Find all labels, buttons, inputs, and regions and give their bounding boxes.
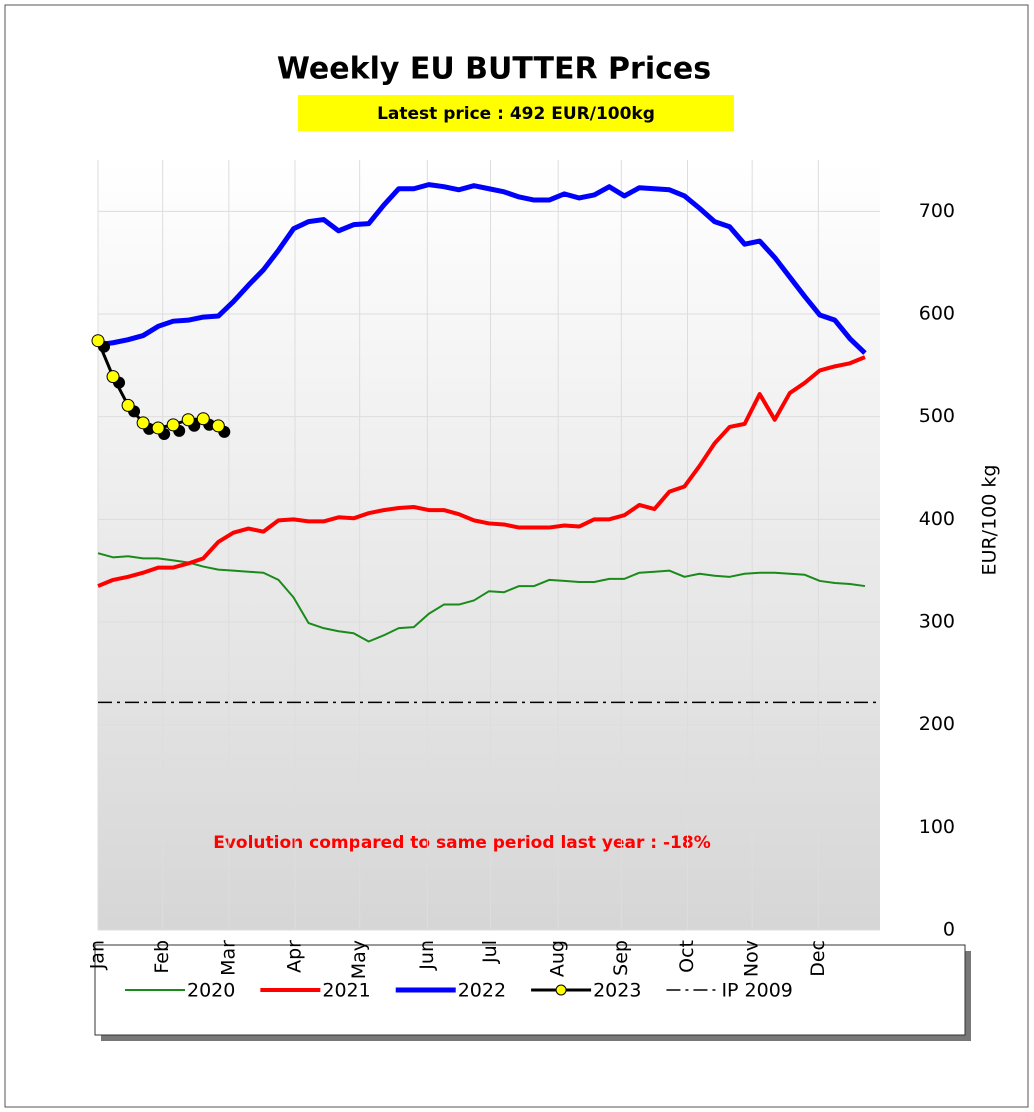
marker xyxy=(196,412,210,426)
x-tick-label: Jul xyxy=(479,940,501,964)
marker xyxy=(151,421,165,435)
marker xyxy=(91,334,105,348)
x-tick-label: Sep xyxy=(610,940,632,976)
y-tick-label: 300 xyxy=(919,611,955,633)
x-tick-label: Nov xyxy=(741,940,763,977)
y-tick-label: 600 xyxy=(919,303,955,325)
legend-label: IP 2009 xyxy=(721,980,792,1002)
marker xyxy=(181,413,195,427)
y-tick-label: 0 xyxy=(943,919,955,941)
x-tick-label: Feb xyxy=(151,940,173,974)
legend xyxy=(94,944,966,1036)
marker xyxy=(166,418,180,432)
marker xyxy=(211,419,225,433)
series-line xyxy=(97,552,866,643)
y-tick-label: 500 xyxy=(919,405,955,427)
annotation: Evolution compared to same period last y… xyxy=(213,833,711,853)
chart-title: Weekly EU BUTTER Prices xyxy=(277,52,711,87)
marker xyxy=(136,416,150,430)
x-tick-label: Dec xyxy=(807,940,829,977)
legend-label: 2023 xyxy=(593,980,641,1002)
marker xyxy=(106,370,120,384)
x-tick-label: Oct xyxy=(676,940,698,973)
x-tick-label: Apr xyxy=(284,940,306,973)
plot-area xyxy=(98,160,880,930)
y-axis-label: EUR/100 kg xyxy=(979,465,1001,576)
x-tick-label: May xyxy=(348,940,370,979)
subtitle-box xyxy=(298,95,734,131)
y-tick-label: 700 xyxy=(919,200,955,222)
subtitle: Latest price : 492 EUR/100kg xyxy=(377,104,655,124)
marker xyxy=(121,398,135,412)
legend-label: 2021 xyxy=(322,980,370,1002)
x-tick-label: Mar xyxy=(217,940,239,976)
y-tick-label: 100 xyxy=(919,816,955,838)
series-line xyxy=(97,355,866,588)
y-tick-label: 400 xyxy=(919,508,955,530)
y-tick-label: 200 xyxy=(919,713,955,735)
x-tick-label: Jun xyxy=(416,940,438,971)
x-tick-label: Aug xyxy=(547,940,569,977)
legend-label: 2022 xyxy=(458,980,506,1002)
x-tick-label: Jan xyxy=(87,940,109,970)
legend-label: 2020 xyxy=(187,980,235,1002)
series-line xyxy=(97,182,867,355)
legend-marker xyxy=(555,984,567,996)
